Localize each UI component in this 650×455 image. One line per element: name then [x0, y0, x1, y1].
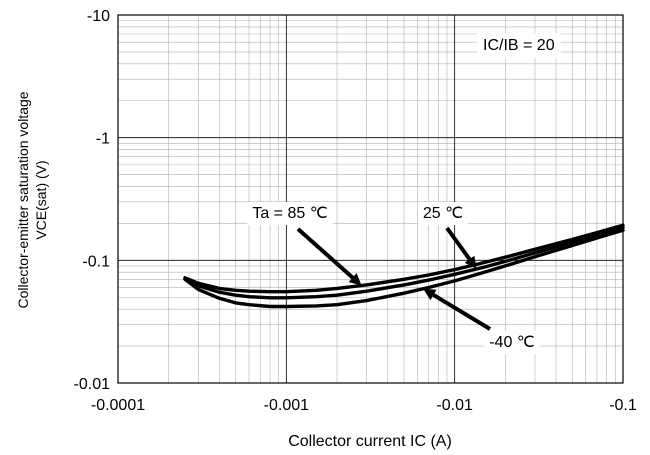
grid-major — [117, 15, 623, 384]
annotation-label: 25 ℃ — [423, 205, 463, 222]
x-tick-label: -0.1 — [609, 397, 637, 414]
annotation-layer: Ta = 85 ℃ 25 ℃ -40 ℃ — [252, 205, 534, 351]
annotation-arrow-shaft — [296, 227, 354, 280]
annotation-label: -40 ℃ — [489, 334, 535, 351]
series-layer — [183, 223, 625, 309]
x-tick-labels: -0.0001 -0.001 -0.01 -0.1 — [91, 397, 637, 414]
y-tick-labels: -0.01 -0.1 -1 -10 — [74, 8, 111, 393]
y-axis-label-line2: VCE(sat) (V) — [33, 160, 49, 239]
x-axis-label: Collector current IC (A) — [288, 433, 452, 450]
y-tick-label: -1 — [96, 131, 110, 148]
series-line-0 — [183, 223, 625, 294]
condition-label-background — [477, 33, 561, 58]
annotation-label-background — [484, 331, 540, 354]
x-tick-label: -0.01 — [436, 397, 473, 414]
annotation-label-background — [247, 202, 333, 225]
annotation-label: Ta = 85 ℃ — [252, 205, 327, 222]
y-tick-label: -10 — [87, 8, 110, 25]
y-tick-label: -0.01 — [74, 376, 111, 393]
x-tick-label: -0.0001 — [91, 397, 145, 414]
annotation-arrow-head — [464, 255, 477, 269]
grid-minor — [118, 15, 623, 383]
annotation-label-background — [417, 202, 469, 225]
label-backgrounds — [247, 33, 561, 354]
annotation-arrow-shaft — [432, 293, 492, 331]
annotation-arrow-head — [423, 288, 437, 301]
series-line-1 — [183, 225, 625, 300]
plot-frame — [117, 14, 624, 384]
arrow-layer — [296, 226, 492, 331]
annotation-arrow-shaft — [445, 226, 472, 261]
y-axis-label-line1: Collector-emitter saturation voltage — [15, 91, 31, 308]
x-tick-label: -0.001 — [264, 397, 309, 414]
condition-label: IC/IB = 20 — [483, 37, 555, 54]
annotation-arrow-head — [348, 273, 362, 286]
y-tick-label: -0.1 — [82, 253, 110, 270]
series-line-2 — [183, 228, 625, 309]
